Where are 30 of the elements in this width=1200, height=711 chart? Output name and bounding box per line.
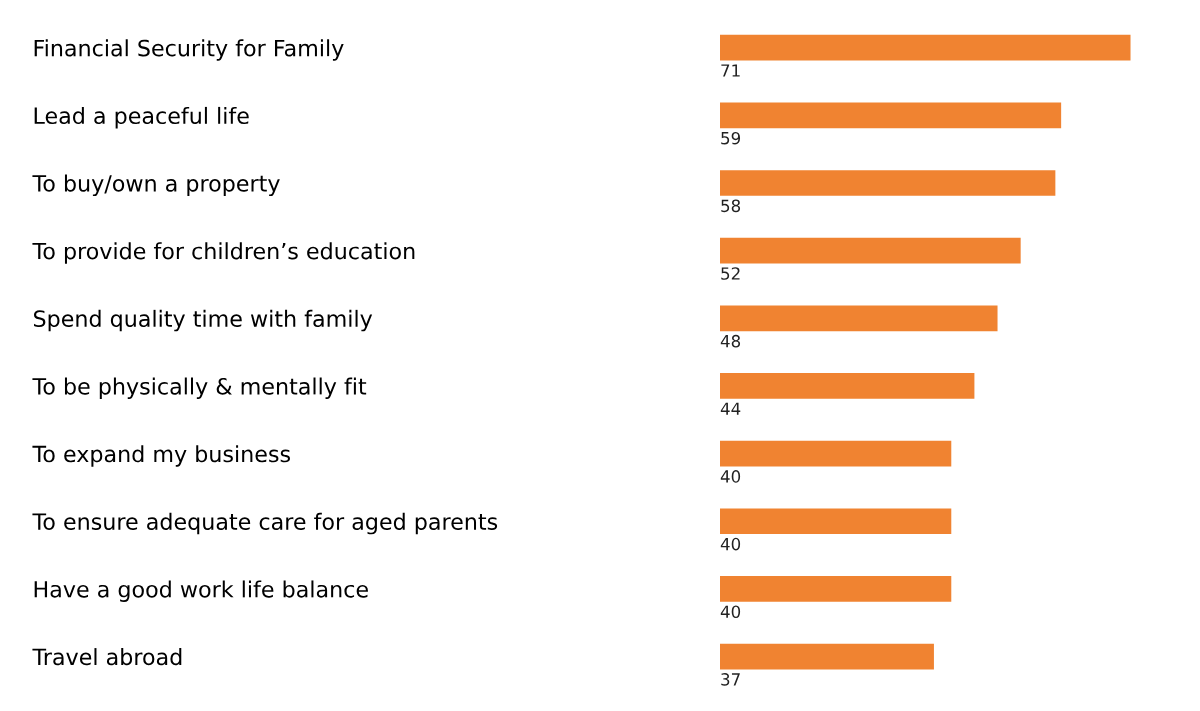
data-label: 48 [720,334,741,348]
bar [720,508,952,535]
bar [720,373,975,399]
bar [720,34,1131,61]
data-label: 40 [720,605,741,619]
data-label: 59 [721,131,741,145]
y-tick-label: Financial Security for Family [34,39,344,61]
bar [720,643,934,670]
y-tick-label: Travel abroad [32,648,182,666]
data-label: 52 [721,267,740,280]
y-tick-label: To expand my business [32,445,290,467]
bar [720,170,1056,196]
y-tick-label: Lead a peaceful life [34,106,249,129]
data-label: 40 [720,470,741,483]
y-tick-label: To buy/own a property [32,174,280,197]
y-tick-label: Spend quality time with family [33,309,373,332]
data-label: 71 [721,64,740,77]
bar [720,237,1021,264]
data-label: 58 [721,199,741,213]
data-label: 37 [721,673,740,686]
y-tick-label: To be physically & mentally fit [32,377,367,400]
data-label: 44 [720,402,741,415]
bar [720,440,952,467]
data-label: 40 [720,537,741,551]
bar [720,576,952,602]
y-tick-label: To provide for children’s education [32,242,415,264]
y-tick-label: To ensure adequate care for aged parents [32,512,498,535]
y-tick-label: Have a good work life balance [34,580,368,602]
bar [720,102,1062,129]
bar [720,305,998,332]
